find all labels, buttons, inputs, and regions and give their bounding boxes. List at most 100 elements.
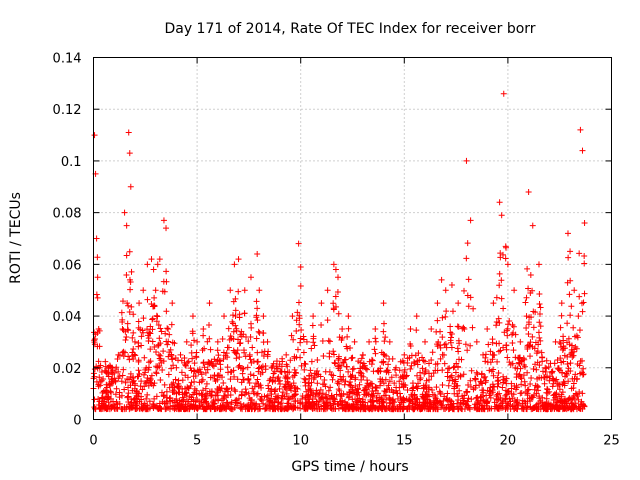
data-point: [575, 313, 582, 320]
data-point-dense: [245, 404, 252, 411]
data-point-dense: [486, 367, 493, 374]
data-point: [119, 326, 126, 332]
data-point-dense: [529, 393, 536, 400]
data-point-dense: [576, 250, 583, 257]
data-point-dense: [108, 378, 115, 385]
data-point-dense: [456, 340, 463, 347]
data-point-dense: [400, 404, 407, 411]
data-point-dense: [494, 358, 501, 365]
data-point-dense: [363, 366, 370, 373]
data-point-dense: [161, 381, 168, 388]
data-point-dense: [237, 340, 244, 347]
data-point-dense: [168, 365, 175, 372]
data-point: [231, 261, 238, 268]
data-point-dense: [564, 320, 571, 327]
data-point-dense: [232, 397, 239, 404]
data-point-dense: [504, 400, 511, 407]
data-point-dense: [148, 372, 155, 379]
data-point-dense: [336, 387, 343, 394]
data-point-dense: [396, 367, 403, 374]
data-point-dense: [467, 342, 474, 349]
data-point: [297, 263, 304, 270]
data-point-dense: [567, 360, 574, 367]
data-point-dense: [108, 389, 115, 396]
data-point-dense: [199, 376, 206, 383]
data-point-dense: [170, 402, 177, 409]
data-point-dense: [118, 378, 125, 385]
data-point-dense: [253, 391, 260, 398]
data-point-dense: [444, 390, 451, 397]
data-point-dense: [206, 360, 213, 367]
data-point-dense: [95, 358, 102, 365]
data-point-dense: [555, 406, 562, 413]
data-point-dense: [129, 352, 136, 359]
data-point-dense: [335, 405, 342, 412]
data-point-dense: [337, 392, 344, 399]
data-point-dense: [155, 351, 162, 358]
data-point-dense: [446, 397, 453, 404]
data-point-dense: [306, 372, 313, 379]
data-point-dense: [376, 382, 383, 389]
data-point-dense: [502, 395, 509, 402]
data-point-dense: [465, 303, 472, 310]
data-point-dense: [247, 371, 254, 378]
data-point-dense: [282, 373, 289, 380]
data-point-dense: [383, 368, 390, 375]
data-point-dense: [160, 393, 167, 400]
data-point-dense: [369, 399, 376, 406]
data-point-dense: [218, 385, 225, 392]
data-point-dense: [547, 403, 554, 410]
data-point-dense: [332, 360, 339, 367]
data-point-dense: [527, 271, 534, 278]
data-point-dense: [488, 368, 495, 375]
data-point-dense: [493, 393, 500, 400]
data-point-dense: [151, 294, 158, 301]
data-point-dense: [408, 391, 415, 398]
data-point-dense: [473, 369, 480, 376]
data-point-dense: [257, 405, 264, 412]
data-point-dense: [125, 399, 132, 406]
data-point-dense: [502, 377, 509, 384]
data-point-dense: [185, 385, 192, 392]
data-point-dense: [160, 278, 167, 285]
data-point-dense: [331, 359, 338, 366]
data-point-dense: [149, 315, 156, 322]
data-point-dense: [365, 383, 372, 390]
data-point-dense: [301, 360, 308, 367]
data-point-dense: [118, 392, 125, 399]
data-point-dense: [378, 349, 385, 356]
data-point-dense: [219, 374, 225, 381]
data-point-dense: [188, 342, 195, 349]
data-point-dense: [268, 391, 275, 398]
data-point-dense: [440, 352, 447, 359]
data-point-dense: [499, 384, 506, 391]
data-point: [438, 276, 445, 283]
data-point-dense: [294, 385, 301, 392]
data-point-dense: [348, 373, 355, 380]
data-point-dense: [186, 406, 193, 413]
data-point-dense: [472, 376, 479, 383]
data-point-dense: [180, 397, 187, 404]
data-point-dense: [305, 386, 312, 393]
data-point-dense: [247, 320, 254, 327]
data-point-dense: [260, 329, 267, 336]
data-point: [206, 300, 213, 307]
data-point-dense: [277, 380, 284, 387]
data-point-dense: [218, 397, 225, 404]
data-point-dense: [544, 385, 551, 392]
data-point-dense: [232, 322, 239, 329]
data-point-dense: [355, 369, 362, 376]
data-point-dense: [380, 359, 387, 366]
data-point-dense: [500, 305, 507, 312]
data-point-dense: [504, 332, 511, 339]
data-point: [173, 364, 180, 371]
data-point-dense: [530, 324, 537, 331]
data-point-dense: [500, 344, 507, 351]
data-point-dense: [153, 348, 160, 355]
data-point-dense: [559, 369, 566, 376]
data-point-dense: [120, 366, 127, 373]
data-point: [407, 326, 414, 332]
data-point-dense: [154, 364, 161, 371]
data-point-dense: [326, 338, 333, 345]
data-point-dense: [177, 403, 184, 410]
